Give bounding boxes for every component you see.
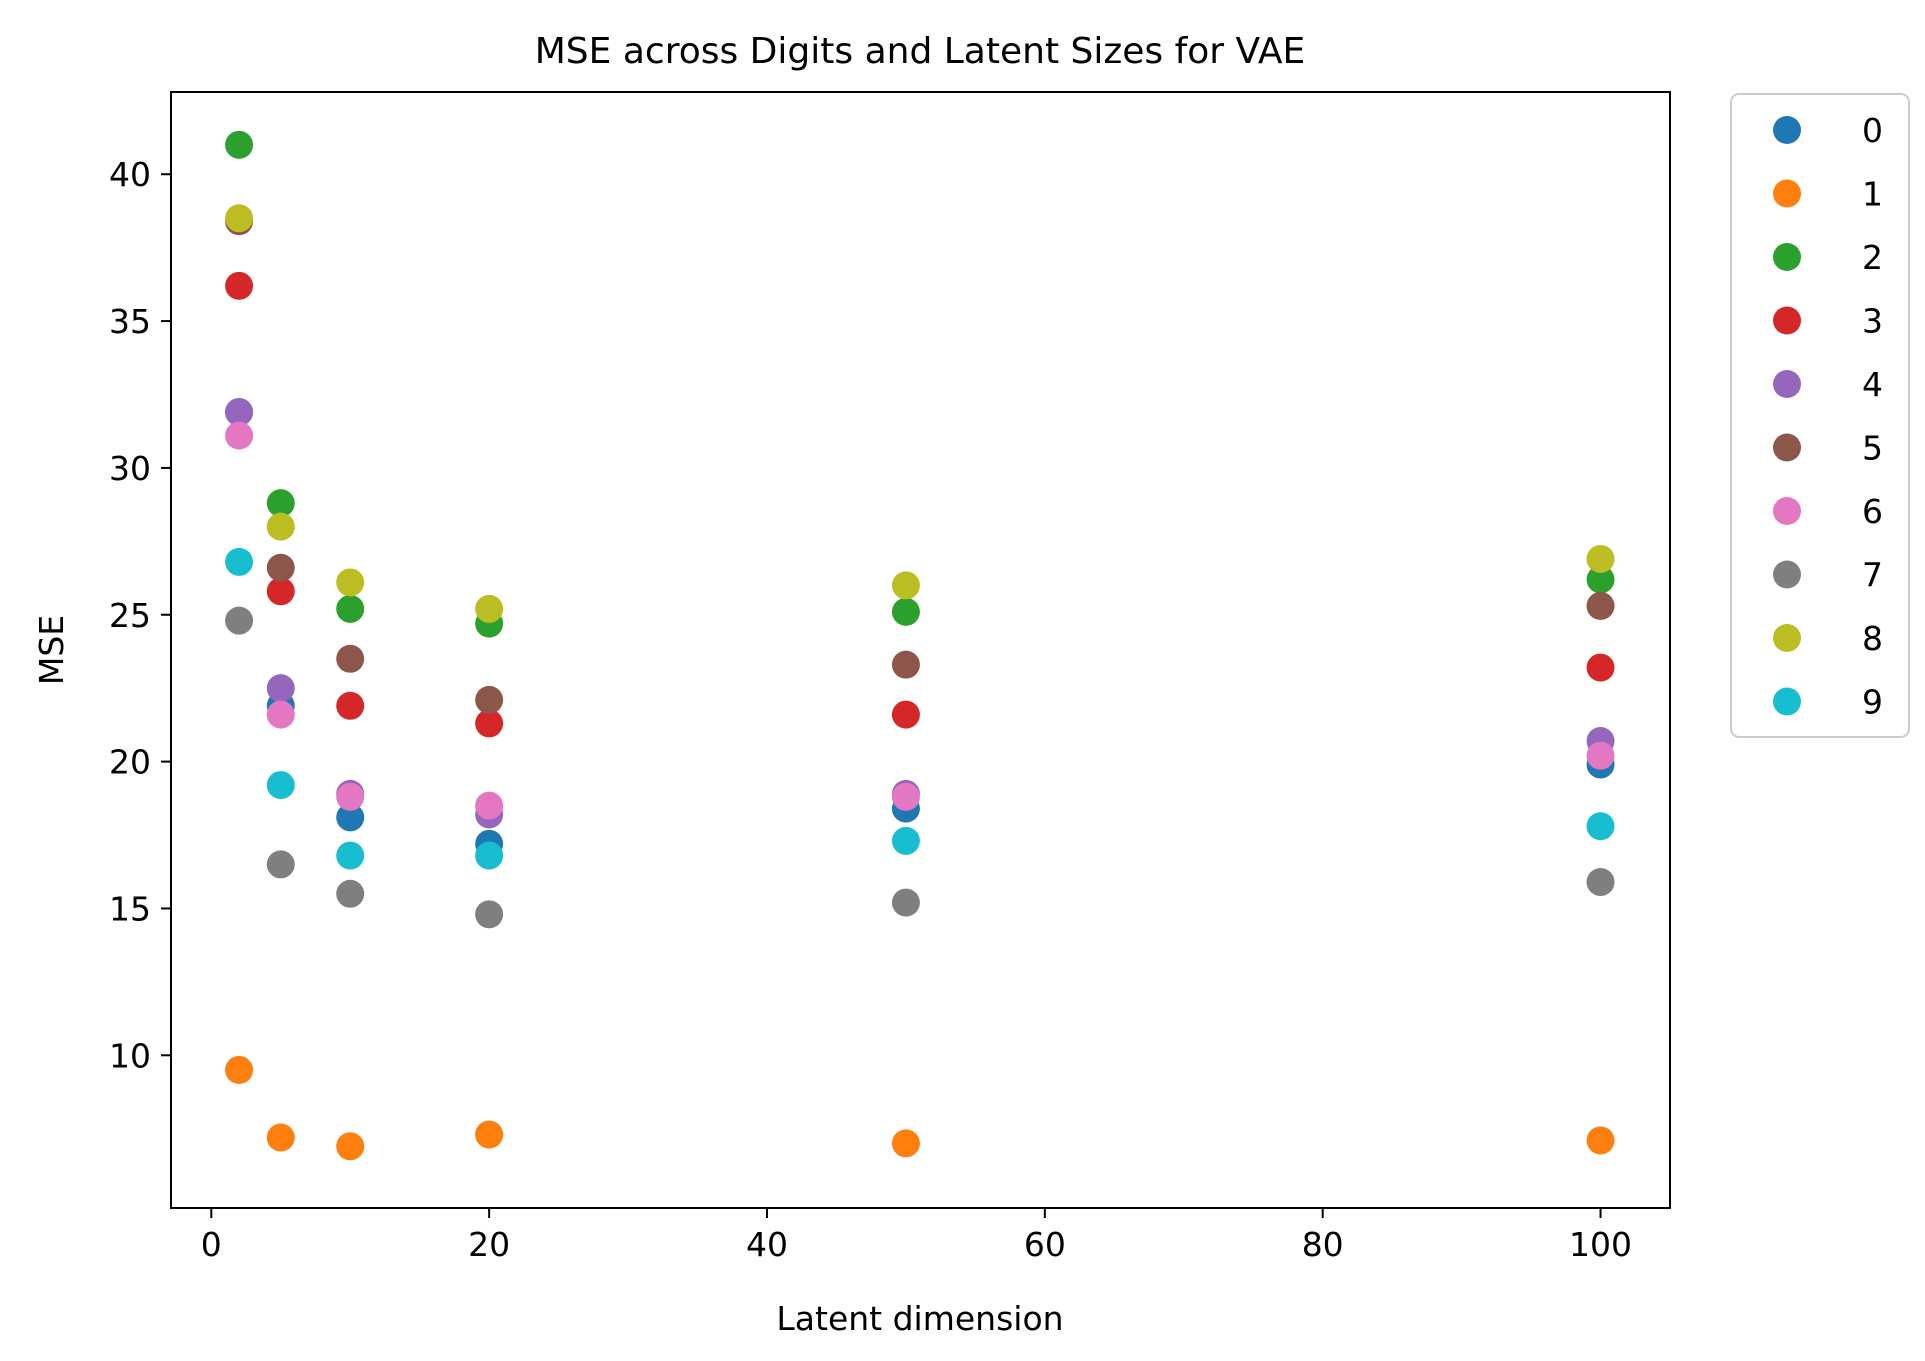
legend-marker [1773, 624, 1801, 652]
y-tick-label: 20 [109, 743, 151, 782]
data-point-digit-3 [891, 700, 920, 729]
data-point-digit-8 [1586, 544, 1615, 573]
legend-marker [1773, 179, 1801, 208]
data-point-digit-6 [266, 700, 295, 729]
y-tick-label: 10 [109, 1036, 151, 1075]
legend-marker [1773, 243, 1801, 271]
data-point-digit-4 [266, 674, 295, 703]
data-point-digit-9 [225, 547, 254, 576]
x-tick-label: 20 [468, 1225, 510, 1264]
data-point-digit-9 [891, 826, 920, 855]
data-point-digit-1 [266, 1123, 295, 1152]
legend-items: 0 1 2 3 4 5 6 7 8 9 [1773, 111, 1883, 722]
data-point-digit-8 [891, 571, 920, 600]
data-point-digit-6 [891, 782, 920, 811]
legend-label: 4 [1862, 365, 1883, 404]
legend-label: 8 [1862, 619, 1883, 658]
data-point-digit-6 [475, 791, 504, 820]
legend-marker [1773, 433, 1801, 462]
legend-marker [1773, 370, 1801, 398]
x-axis-label: Latent dimension [776, 1299, 1063, 1338]
data-point-digit-7 [1586, 868, 1615, 897]
data-point-digit-9 [1586, 812, 1615, 841]
y-tick-label: 15 [109, 889, 151, 928]
legend-label: 5 [1862, 429, 1883, 468]
legend-marker [1773, 497, 1801, 525]
data-point-digit-7 [475, 900, 504, 929]
x-tick-label: 40 [746, 1225, 788, 1264]
legend-label: 9 [1862, 683, 1883, 722]
legend-label: 3 [1862, 302, 1883, 341]
data-point-digit-2 [266, 489, 295, 518]
data-point-digit-2 [336, 594, 365, 623]
data-point-digit-9 [266, 771, 295, 800]
data-point-digit-5 [1586, 591, 1615, 620]
data-point-digit-7 [266, 850, 295, 879]
data-point-digit-2 [1586, 565, 1615, 594]
data-point-digit-7 [336, 879, 365, 908]
data-point-digit-5 [266, 553, 295, 582]
data-point-digit-3 [1586, 653, 1615, 682]
data-point-digit-3 [266, 577, 295, 606]
y-axis-label: MSE [32, 615, 71, 685]
legend-label: 0 [1862, 111, 1883, 150]
data-point-digit-1 [336, 1132, 365, 1161]
data-point-digit-8 [266, 512, 295, 541]
data-point-digit-1 [225, 1055, 254, 1084]
legend-label: 7 [1862, 556, 1883, 595]
y-tick-label: 40 [109, 155, 151, 194]
legend-label: 6 [1862, 492, 1883, 531]
data-point-digit-1 [475, 1120, 504, 1149]
x-tick-label: 0 [201, 1225, 222, 1264]
legend-marker [1773, 560, 1801, 589]
x-tick-label: 100 [1569, 1225, 1632, 1264]
legend-label: 1 [1862, 175, 1883, 214]
data-point-digit-2 [891, 597, 920, 626]
data-point-digit-8 [475, 594, 504, 623]
data-point-digit-9 [336, 841, 365, 870]
legend-marker [1773, 306, 1801, 335]
data-point-digit-0 [336, 803, 365, 832]
data-point-digit-4 [225, 398, 254, 427]
legend-label: 2 [1862, 238, 1883, 277]
y-tick-label: 30 [109, 449, 151, 488]
data-point-digit-5 [336, 644, 365, 673]
data-point-digit-3 [475, 709, 504, 738]
data-point-digit-8 [225, 204, 254, 233]
data-point-digit-5 [475, 685, 504, 714]
data-point-digit-6 [1586, 741, 1615, 770]
data-point-digit-7 [225, 606, 254, 635]
y-axis-ticks: 10 15 20 25 30 35 40 [109, 155, 171, 1075]
data-point-digit-1 [891, 1129, 920, 1158]
data-point-digit-1 [1586, 1126, 1615, 1155]
data-point-digit-8 [336, 568, 365, 597]
y-tick-label: 35 [109, 302, 151, 341]
x-tick-label: 60 [1024, 1225, 1066, 1264]
legend: 0 1 2 3 4 5 6 7 8 9 [1730, 93, 1910, 738]
plot-frame [170, 91, 1671, 1209]
data-point-digit-7 [891, 888, 920, 917]
data-point-digit-6 [225, 421, 254, 450]
data-point-digit-9 [475, 841, 504, 870]
data-point-digit-3 [225, 271, 254, 300]
x-axis-ticks: 0 20 40 60 80 100 [201, 1208, 1632, 1264]
data-point-digit-3 [336, 691, 365, 720]
data-point-digit-2 [225, 130, 254, 159]
legend-marker [1773, 116, 1801, 144]
data-point-digit-6 [336, 782, 365, 811]
y-tick-label: 25 [109, 596, 151, 635]
data-points [225, 130, 1615, 1161]
x-tick-label: 80 [1302, 1225, 1344, 1264]
data-point-digit-5 [891, 650, 920, 679]
legend-marker [1773, 687, 1801, 716]
chart-title: MSE across Digits and Latent Sizes for V… [535, 31, 1306, 72]
